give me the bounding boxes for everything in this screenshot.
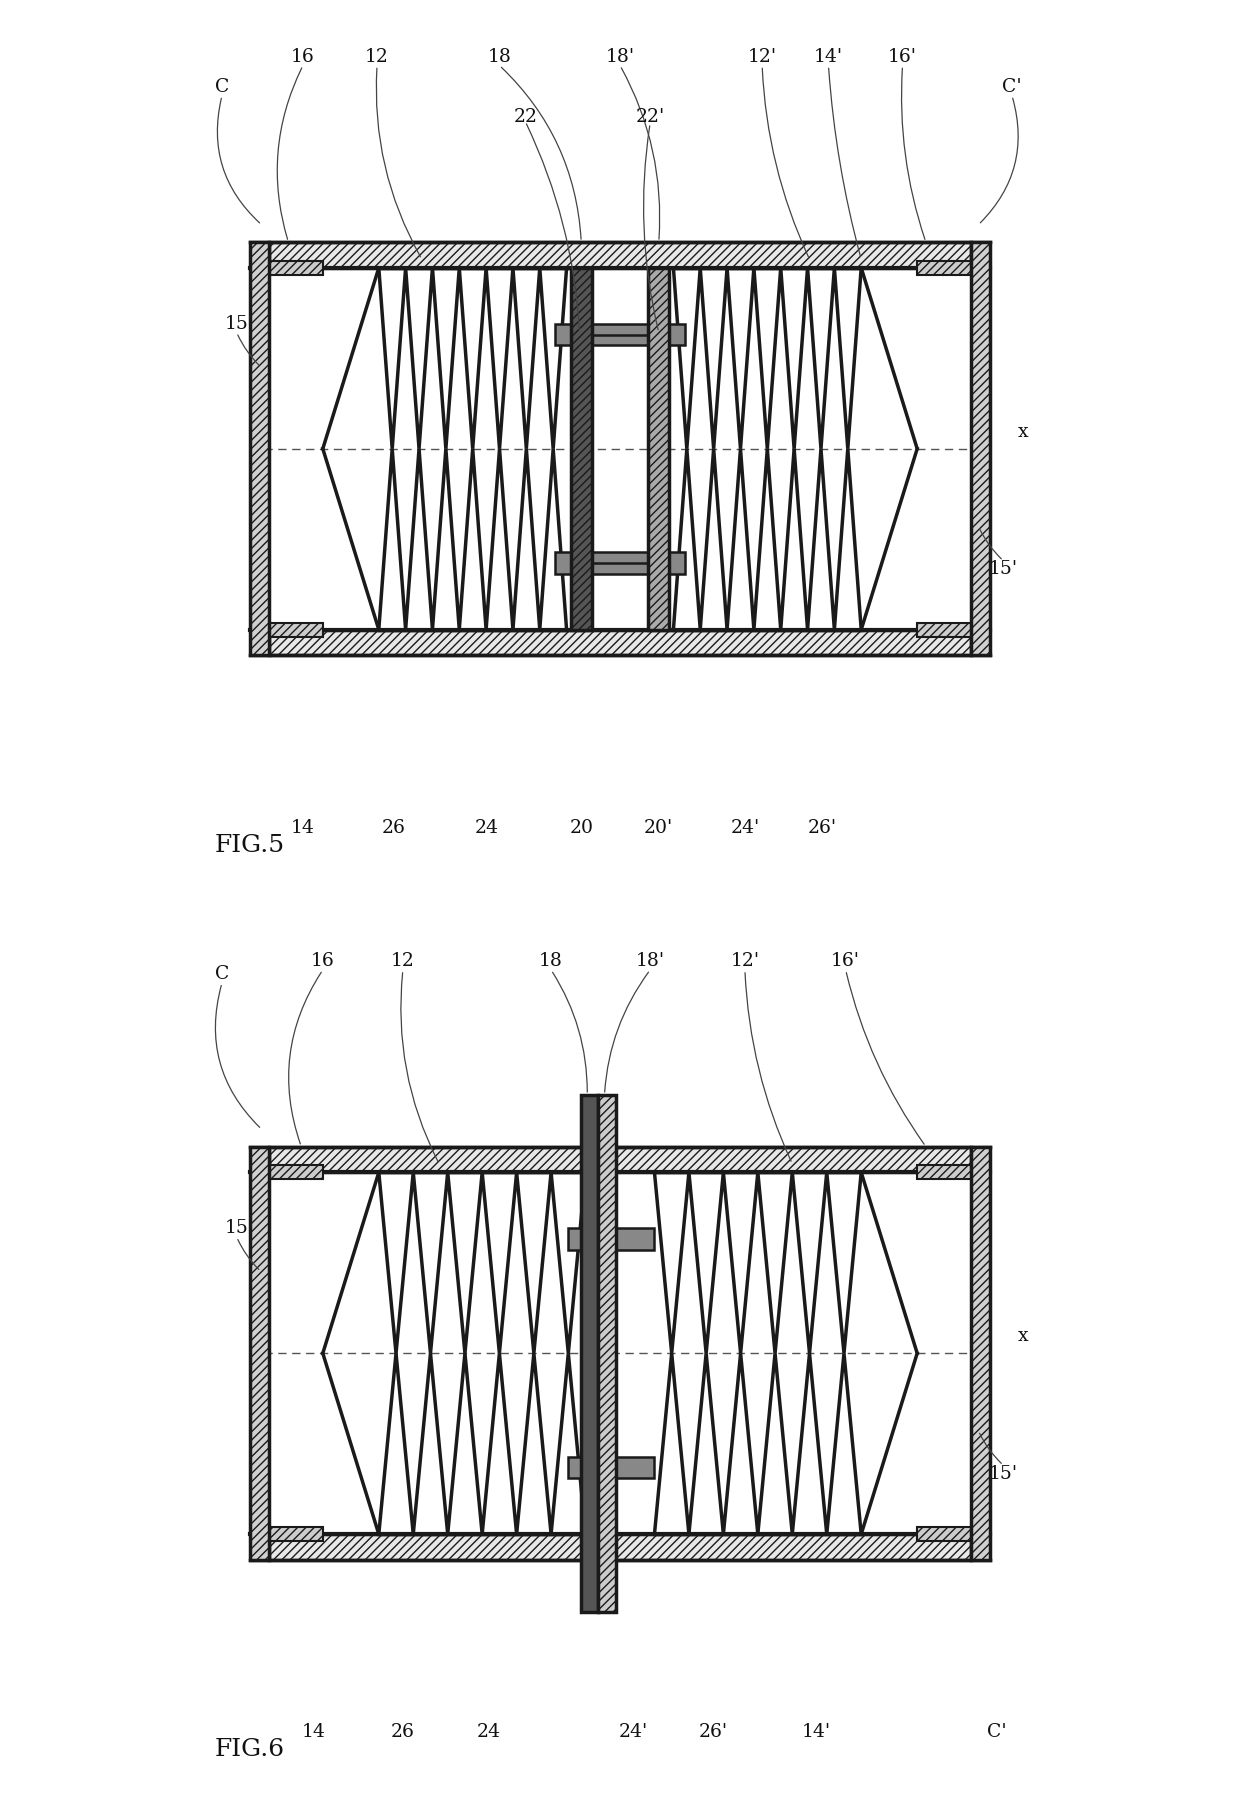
Bar <box>599 1096 616 1611</box>
Bar <box>582 1096 599 1611</box>
Text: x: x <box>1018 422 1028 440</box>
Bar <box>918 261 971 274</box>
Text: 18: 18 <box>487 49 511 67</box>
Bar <box>249 1146 269 1561</box>
Text: C: C <box>215 966 229 984</box>
Text: 26': 26' <box>808 818 837 836</box>
Text: 12: 12 <box>391 951 415 969</box>
Text: 22': 22' <box>636 108 665 126</box>
Bar <box>269 1166 322 1179</box>
Bar <box>918 623 971 636</box>
Bar <box>570 268 593 629</box>
Text: 20: 20 <box>569 818 593 836</box>
Bar <box>269 629 971 656</box>
Text: C: C <box>215 77 229 96</box>
Bar <box>269 241 971 268</box>
Bar <box>269 1534 971 1561</box>
Text: 20': 20' <box>644 818 673 836</box>
Text: 24': 24' <box>730 818 760 836</box>
Text: 12': 12' <box>730 951 759 969</box>
Bar <box>971 241 991 656</box>
Text: 24': 24' <box>619 1723 647 1741</box>
Text: 16': 16' <box>888 49 918 67</box>
Text: 12: 12 <box>365 49 389 67</box>
Text: 24: 24 <box>475 818 498 836</box>
Bar <box>918 1528 971 1541</box>
Bar <box>568 1456 655 1478</box>
Text: FIG.5: FIG.5 <box>215 834 285 856</box>
Bar <box>647 268 670 629</box>
Bar <box>556 551 684 573</box>
Text: 14': 14' <box>813 49 843 67</box>
Bar <box>556 324 684 346</box>
Bar <box>269 1146 971 1173</box>
Text: C': C' <box>1002 77 1022 96</box>
Text: 22: 22 <box>513 108 537 126</box>
Text: 15': 15' <box>988 1465 1018 1483</box>
Text: 15: 15 <box>224 1220 248 1238</box>
Text: 16': 16' <box>831 951 861 969</box>
Bar <box>971 1146 991 1561</box>
Text: 18: 18 <box>539 951 563 969</box>
Text: 18': 18' <box>636 951 665 969</box>
Text: FIG.6: FIG.6 <box>215 1737 285 1761</box>
Bar <box>269 1528 322 1541</box>
Text: C': C' <box>987 1723 1007 1741</box>
Text: 26': 26' <box>698 1723 728 1741</box>
Text: 16: 16 <box>311 951 335 969</box>
Text: 12': 12' <box>748 49 776 67</box>
Bar <box>269 261 322 274</box>
Text: 14: 14 <box>303 1723 326 1741</box>
Bar <box>568 1229 655 1251</box>
Bar <box>249 241 269 656</box>
Bar <box>269 623 322 636</box>
Text: 16: 16 <box>291 49 315 67</box>
Text: 15: 15 <box>224 315 248 333</box>
Text: 15': 15' <box>988 560 1018 578</box>
Text: 14': 14' <box>802 1723 831 1741</box>
Text: 18': 18' <box>605 49 635 67</box>
Text: x: x <box>1018 1326 1028 1344</box>
Text: 24: 24 <box>477 1723 501 1741</box>
Text: 14: 14 <box>291 818 315 836</box>
Text: 26: 26 <box>382 818 405 836</box>
Text: 26: 26 <box>391 1723 415 1741</box>
Bar <box>918 1166 971 1179</box>
